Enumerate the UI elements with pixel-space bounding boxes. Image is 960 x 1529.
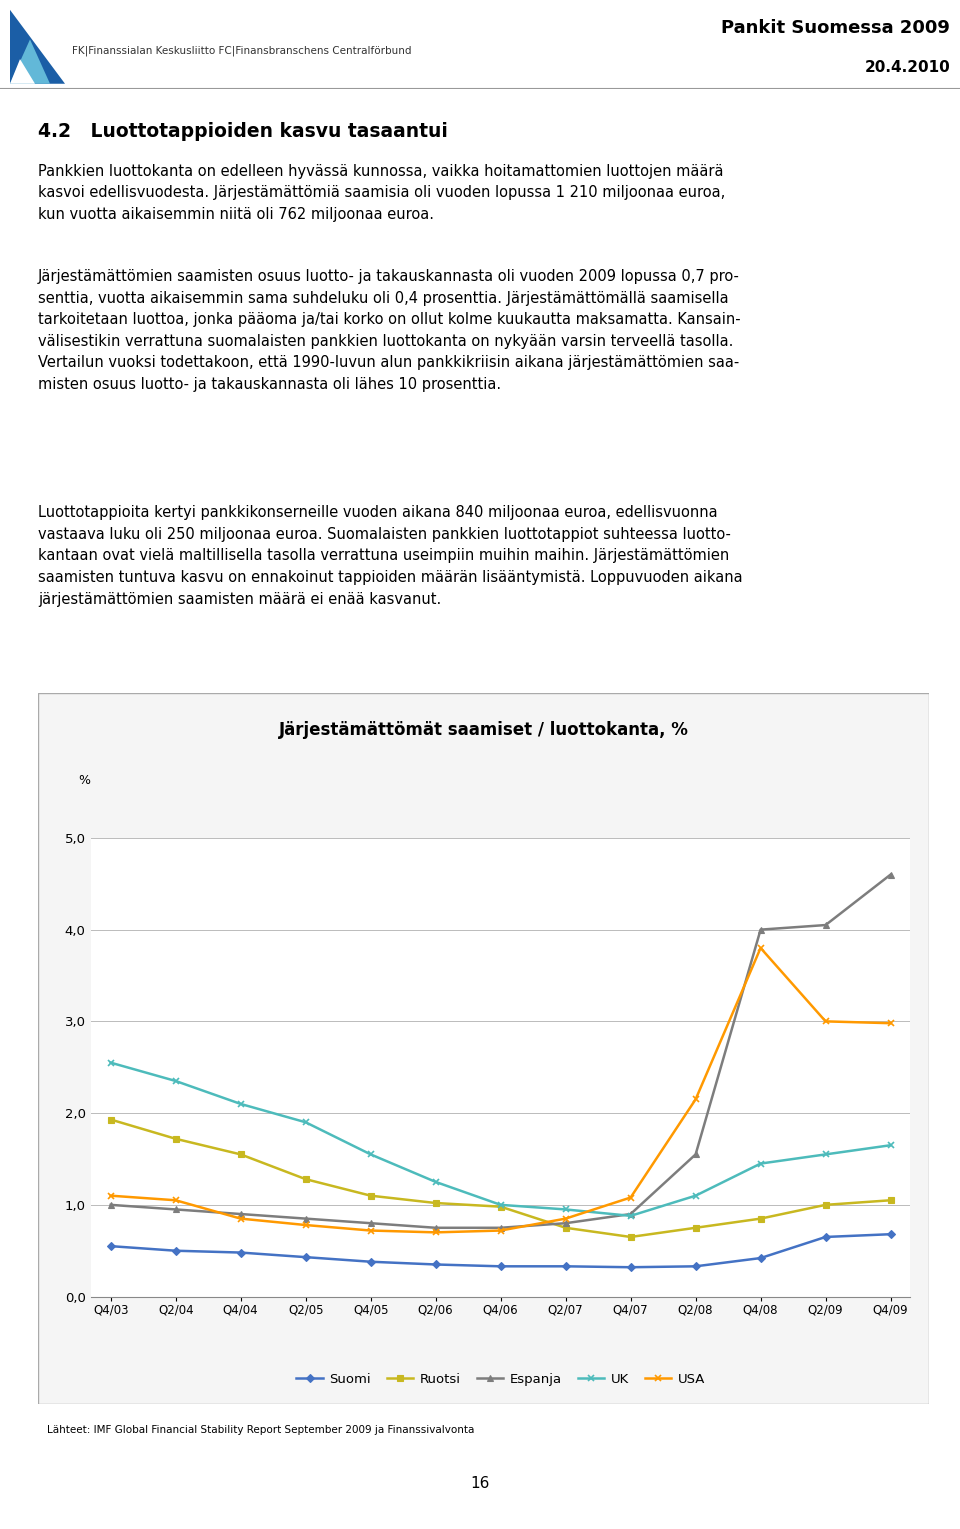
Line: Ruotsi: Ruotsi	[108, 1116, 894, 1240]
Polygon shape	[10, 9, 65, 84]
UK	[690, 1187, 702, 1205]
Espanja	[625, 1205, 636, 1223]
Espanja	[560, 1214, 571, 1232]
Text: %: %	[79, 774, 90, 787]
Suomi	[560, 1257, 571, 1275]
Line: UK: UK	[108, 1060, 894, 1219]
Text: 20.4.2010: 20.4.2010	[864, 60, 950, 75]
Ruotsi	[495, 1197, 507, 1216]
Line: USA: USA	[108, 945, 894, 1235]
UK	[430, 1173, 442, 1191]
Ruotsi	[365, 1187, 376, 1205]
Ruotsi	[560, 1219, 571, 1237]
Espanja	[300, 1209, 311, 1228]
Espanja	[495, 1219, 507, 1237]
Suomi	[300, 1248, 311, 1266]
Ruotsi	[755, 1209, 766, 1228]
Suomi	[820, 1228, 831, 1246]
Text: 16: 16	[470, 1475, 490, 1491]
Polygon shape	[10, 40, 50, 84]
Ruotsi	[235, 1145, 247, 1164]
Suomi	[625, 1258, 636, 1277]
USA	[365, 1222, 376, 1240]
UK	[885, 1136, 897, 1154]
USA	[300, 1216, 311, 1234]
USA	[690, 1090, 702, 1109]
FancyBboxPatch shape	[38, 693, 929, 1404]
Ruotsi	[885, 1191, 897, 1209]
Espanja	[105, 1196, 116, 1214]
Ruotsi	[690, 1219, 702, 1237]
USA	[235, 1209, 247, 1228]
Text: Luottotappioita kertyi pankkikonserneille vuoden aikana 840 miljoonaa euroa, ede: Luottotappioita kertyi pankkikonserneill…	[38, 505, 743, 607]
USA	[105, 1187, 116, 1205]
Espanja	[365, 1214, 376, 1232]
UK	[495, 1196, 507, 1214]
Ruotsi	[300, 1170, 311, 1188]
Espanja	[820, 916, 831, 934]
Suomi	[885, 1225, 897, 1243]
Polygon shape	[10, 60, 35, 84]
Suomi	[105, 1237, 116, 1255]
UK	[365, 1145, 376, 1164]
UK	[170, 1072, 181, 1090]
UK	[105, 1053, 116, 1072]
Espanja	[755, 920, 766, 939]
USA	[495, 1222, 507, 1240]
Suomi	[170, 1242, 181, 1260]
Text: 4.2   Luottotappioiden kasvu tasaantui: 4.2 Luottotappioiden kasvu tasaantui	[38, 122, 448, 141]
USA	[430, 1223, 442, 1242]
Ruotsi	[625, 1228, 636, 1246]
Ruotsi	[430, 1194, 442, 1212]
UK	[560, 1200, 571, 1219]
Ruotsi	[820, 1196, 831, 1214]
UK	[820, 1145, 831, 1164]
Text: Järjestämättömien saamisten osuus luotto- ja takauskannasta oli vuoden 2009 lopu: Järjestämättömien saamisten osuus luotto…	[38, 269, 740, 391]
Line: Suomi: Suomi	[108, 1231, 894, 1271]
Text: Pankkien luottokanta on edelleen hyvässä kunnossa, vaikka hoitamattomien luottoj: Pankkien luottokanta on edelleen hyvässä…	[38, 164, 725, 222]
Suomi	[495, 1257, 507, 1275]
Legend: Suomi, Ruotsi, Espanja, UK, USA: Suomi, Ruotsi, Espanja, UK, USA	[291, 1367, 710, 1391]
UK	[755, 1154, 766, 1173]
Espanja	[430, 1219, 442, 1237]
Suomi	[235, 1243, 247, 1261]
USA	[755, 939, 766, 957]
Suomi	[690, 1257, 702, 1275]
Suomi	[365, 1252, 376, 1271]
USA	[170, 1191, 181, 1209]
Espanja	[235, 1205, 247, 1223]
Ruotsi	[105, 1110, 116, 1128]
UK	[300, 1113, 311, 1131]
USA	[560, 1209, 571, 1228]
Ruotsi	[170, 1130, 181, 1148]
USA	[625, 1188, 636, 1206]
Text: Järjestämättömät saamiset / luottokanta, %: Järjestämättömät saamiset / luottokanta,…	[279, 722, 688, 739]
Espanja	[885, 865, 897, 884]
Line: Espanja: Espanja	[108, 872, 894, 1231]
USA	[885, 1014, 897, 1032]
Suomi	[755, 1249, 766, 1268]
Espanja	[690, 1145, 702, 1164]
UK	[235, 1095, 247, 1113]
Text: Lähteet: IMF Global Financial Stability Report September 2009 ja Finanssivalvont: Lähteet: IMF Global Financial Stability …	[47, 1425, 474, 1434]
Text: FK|Finanssialan Keskusliitto FC|Finansbranschens Centralförbund: FK|Finanssialan Keskusliitto FC|Finansbr…	[72, 46, 412, 57]
Text: Pankit Suomessa 2009: Pankit Suomessa 2009	[721, 18, 950, 37]
Espanja	[170, 1200, 181, 1219]
USA	[820, 1012, 831, 1031]
Suomi	[430, 1255, 442, 1274]
UK	[625, 1206, 636, 1225]
